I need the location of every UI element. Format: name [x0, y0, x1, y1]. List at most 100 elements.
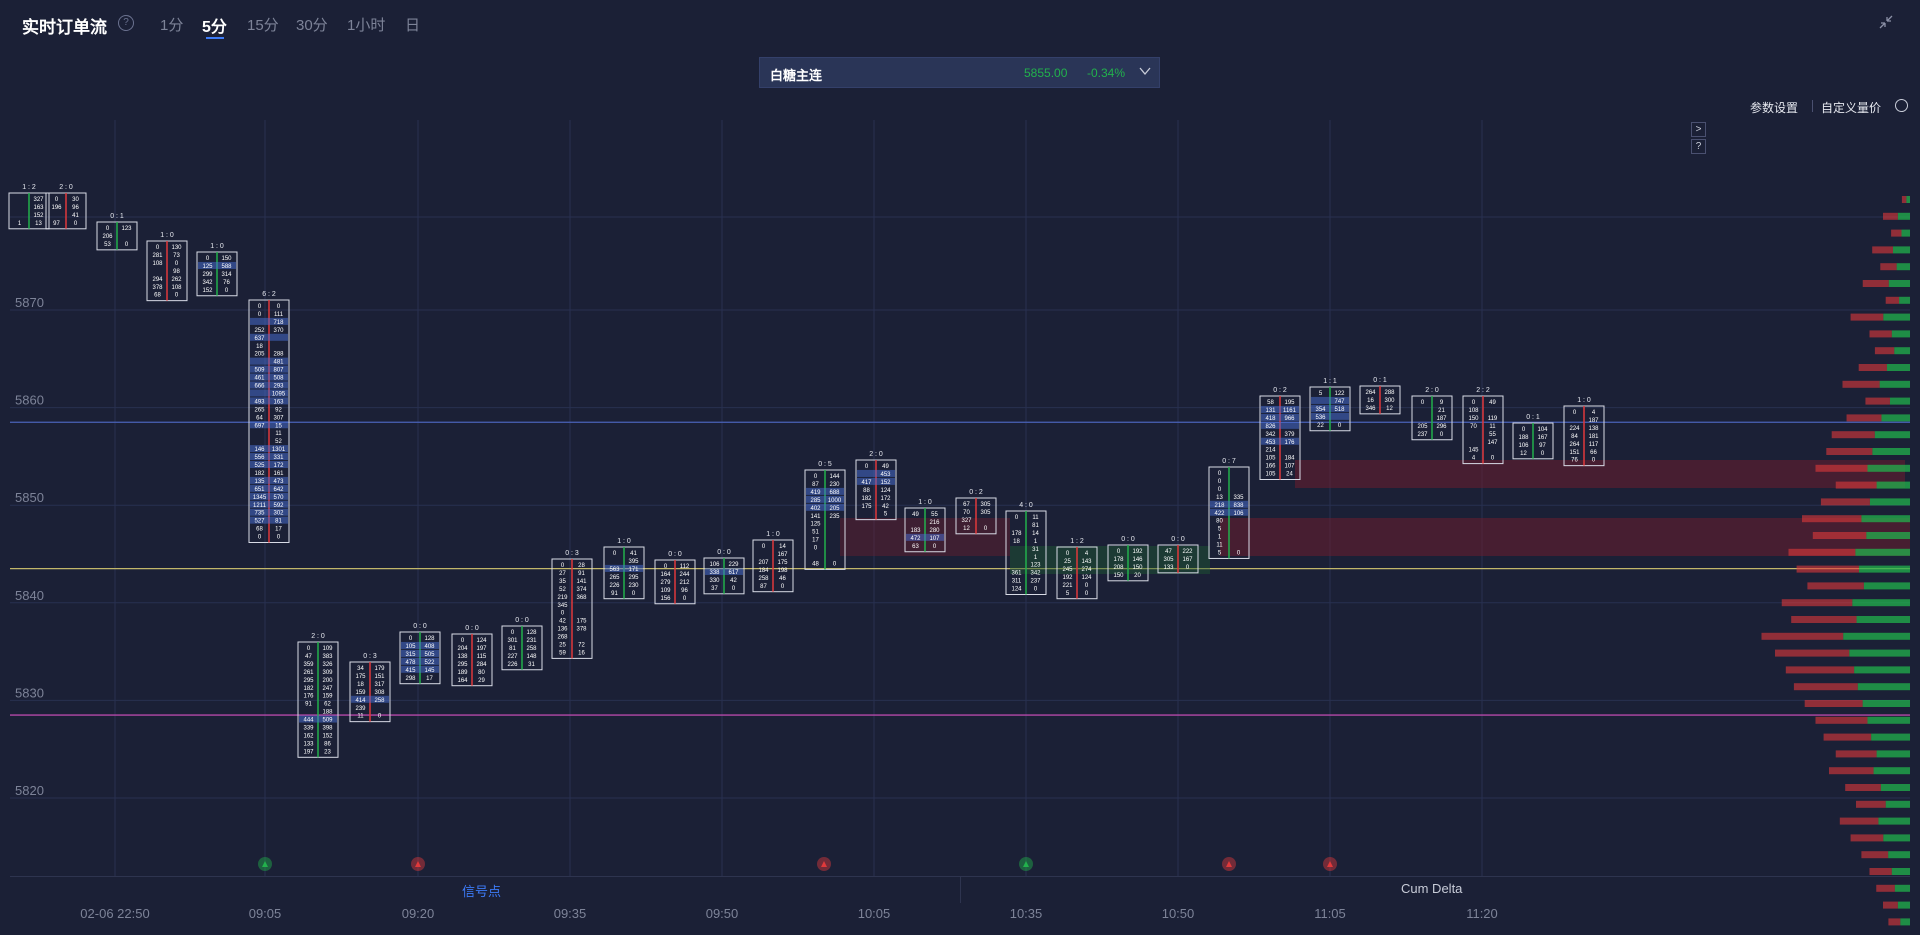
- bid-value: 345: [557, 603, 568, 609]
- y-tick-label: 5840: [15, 588, 44, 603]
- bid-value: 221: [1062, 583, 1073, 589]
- ask-value: 41: [72, 213, 79, 219]
- volume-sell-bar: [1869, 330, 1892, 338]
- volume-sell-bar: [1869, 868, 1892, 875]
- expand-panel-button[interactable]: >: [1691, 122, 1706, 137]
- candle-header: 2 : 0: [311, 633, 325, 640]
- bid-value: 651: [254, 487, 265, 493]
- tab-signal-points[interactable]: 信号点: [462, 884, 502, 899]
- tab-1min[interactable]: 1分: [160, 17, 184, 34]
- volume-buy-bar: [1897, 212, 1910, 220]
- imbalance-cell: [1311, 412, 1349, 420]
- candle-header: 0 : 3: [565, 550, 579, 557]
- ask-value: 314: [221, 272, 232, 278]
- bid-value: 327: [961, 518, 972, 524]
- bid-value: 109: [660, 588, 671, 594]
- volume-buy-bar: [1906, 196, 1910, 203]
- ask-value: 115: [477, 654, 487, 660]
- y-tick-label: 5830: [15, 685, 44, 700]
- ask-value: 109: [322, 646, 333, 652]
- imbalance-cell: [806, 503, 844, 511]
- settings-icon[interactable]: [1895, 99, 1908, 112]
- chart-help-button[interactable]: ?: [1691, 139, 1706, 154]
- param-settings-button[interactable]: 参数设置: [1750, 101, 1799, 115]
- ask-value: 379: [1284, 432, 1295, 438]
- bid-value: 183: [910, 528, 921, 534]
- ask-value: 395: [628, 559, 639, 565]
- volume-sell-bar: [1858, 364, 1887, 371]
- ask-value: 13: [35, 221, 42, 227]
- bid-value: 268: [557, 635, 568, 641]
- bid-value: 453: [1265, 440, 1276, 446]
- bid-value: 159: [355, 690, 366, 696]
- ask-value: 0: [1440, 432, 1444, 438]
- bid-value: 226: [507, 662, 518, 668]
- ask-value: 453: [880, 472, 891, 478]
- ask-value: 171: [628, 567, 639, 573]
- collapse-icon[interactable]: [1878, 14, 1894, 30]
- buy-zone: [1010, 546, 1210, 574]
- candle-header: 0 : 0: [668, 551, 682, 558]
- help-icon[interactable]: ?: [118, 15, 134, 31]
- bid-value: 70: [1470, 424, 1477, 430]
- candle-header: 4 : 0: [1019, 502, 1033, 509]
- ask-value: 184: [1284, 456, 1295, 462]
- custom-volume-price-button[interactable]: 自定义量价: [1821, 101, 1882, 115]
- candle-header: 1 : 0: [210, 243, 224, 250]
- ask-value: 592: [273, 503, 284, 509]
- tab-cum-delta[interactable]: Cum Delta: [1401, 881, 1463, 896]
- tab-15min[interactable]: 15分: [247, 17, 279, 34]
- symbol-price: 5855.00: [1024, 66, 1068, 80]
- volume-sell-bar: [1883, 212, 1898, 220]
- bid-value: 342: [1265, 432, 1276, 438]
- volume-buy-bar: [1897, 901, 1910, 909]
- candle-header: 0 : 5: [818, 461, 832, 468]
- ask-value: 473: [273, 479, 284, 485]
- bid-value: 88: [863, 488, 870, 494]
- ask-value: 1: [1034, 539, 1038, 545]
- bid-value: 105: [1265, 456, 1276, 462]
- bid-value: 47: [1165, 549, 1172, 555]
- ask-value: 244: [679, 572, 690, 578]
- x-tick-label: 10:35: [1010, 906, 1043, 921]
- tab-30min[interactable]: 30分: [296, 17, 328, 34]
- imbalance-cell: [401, 665, 439, 673]
- bid-value: 0: [1117, 549, 1121, 555]
- ask-value: 308: [374, 690, 385, 696]
- ask-value: 0: [984, 526, 988, 532]
- bid-value: 5: [1218, 527, 1222, 533]
- bid-value: 0: [865, 464, 869, 470]
- ask-value: 175: [576, 619, 587, 625]
- candle-header: 0 : 0: [1171, 536, 1185, 543]
- ask-value: 231: [526, 638, 537, 644]
- candle-header: 0 : 0: [413, 623, 427, 630]
- bid-value: 472: [910, 536, 921, 542]
- tab-5min[interactable]: 5分: [202, 19, 227, 36]
- bid-value: 1345: [253, 495, 267, 501]
- bid-value: 0: [1066, 551, 1070, 557]
- volume-sell-bar: [1831, 431, 1875, 439]
- ask-value: 307: [273, 415, 284, 421]
- bid-value: 697: [254, 423, 265, 429]
- volume-sell-bar: [1788, 548, 1856, 556]
- bid-value: 0: [1522, 427, 1526, 433]
- ask-value: 12: [1386, 406, 1393, 412]
- ask-value: 509: [322, 718, 333, 724]
- bid-value: 151: [1569, 450, 1580, 456]
- bid-value: 478: [405, 660, 416, 666]
- bid-value: 206: [102, 234, 113, 240]
- tab-day[interactable]: 日: [405, 17, 421, 34]
- bid-value: 133: [303, 741, 314, 747]
- candle-header: 1 : 0: [766, 531, 780, 538]
- bid-value: 666: [254, 384, 265, 390]
- ask-value: 0: [378, 714, 382, 720]
- ask-value: 107: [929, 536, 940, 542]
- symbol-selector[interactable]: 白糖主连 5855.00 -0.34%: [759, 57, 1160, 88]
- tab-1hour[interactable]: 1小时: [347, 17, 386, 34]
- ask-value: 481: [273, 360, 284, 366]
- imbalance-cell: [299, 715, 337, 723]
- imbalance-cell: [250, 508, 288, 516]
- ask-value: 0: [781, 584, 785, 590]
- ask-value: 16: [578, 650, 585, 656]
